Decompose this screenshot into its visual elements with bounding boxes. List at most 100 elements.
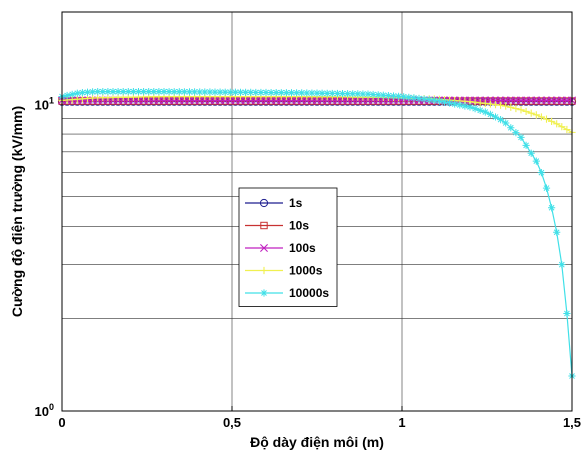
data-point bbox=[191, 88, 199, 96]
data-point bbox=[68, 90, 76, 98]
legend-item: 10000s bbox=[245, 286, 329, 300]
y-tick-label: 101 bbox=[35, 95, 54, 112]
data-point bbox=[333, 89, 341, 98]
data-point bbox=[466, 103, 474, 111]
x-tick-label: 0,5 bbox=[223, 415, 241, 430]
data-point bbox=[486, 110, 494, 118]
data-point bbox=[389, 92, 398, 100]
ticks: 0 0,5 1 1,5 100 101 bbox=[35, 95, 582, 430]
data-point bbox=[374, 91, 382, 99]
data-point bbox=[537, 169, 545, 177]
data-point bbox=[522, 97, 530, 105]
data-point bbox=[140, 88, 148, 96]
series-10000s bbox=[58, 88, 576, 380]
data-point bbox=[89, 88, 97, 96]
data-point bbox=[553, 228, 561, 236]
data-point bbox=[369, 90, 377, 99]
data-point bbox=[558, 123, 566, 131]
data-point bbox=[497, 101, 505, 109]
legend-label: 10000s bbox=[289, 286, 329, 300]
x-tick-label: 1 bbox=[398, 415, 405, 430]
data-point bbox=[476, 106, 484, 114]
data-point bbox=[558, 261, 566, 269]
data-point bbox=[481, 99, 489, 108]
data-point bbox=[527, 149, 535, 157]
data-point bbox=[216, 88, 224, 96]
plot-frame bbox=[61, 11, 573, 412]
data-point bbox=[231, 88, 239, 96]
data-point bbox=[497, 115, 505, 124]
legend-item: 100s bbox=[245, 241, 316, 255]
data-point bbox=[252, 88, 260, 97]
data-point bbox=[517, 97, 525, 105]
x-axis-label: Độ dày điện môi (m) bbox=[250, 434, 384, 450]
data-point bbox=[298, 89, 306, 97]
data-point bbox=[512, 97, 520, 105]
data-point bbox=[395, 92, 403, 100]
data-point bbox=[532, 97, 540, 105]
x-tick-label: 0 bbox=[58, 415, 65, 430]
data-point bbox=[537, 113, 545, 121]
data-point bbox=[502, 119, 510, 127]
legend-item: 1000s bbox=[245, 264, 323, 278]
data-point bbox=[134, 88, 143, 96]
data-point bbox=[165, 88, 173, 96]
data-point bbox=[558, 97, 566, 105]
data-point bbox=[471, 98, 479, 106]
data-point bbox=[512, 128, 520, 137]
data-point bbox=[180, 88, 188, 96]
data-point bbox=[512, 104, 520, 113]
data-point bbox=[221, 88, 229, 96]
data-point bbox=[517, 133, 525, 142]
data-point bbox=[155, 88, 163, 96]
data-point bbox=[104, 88, 112, 96]
legend-item: 1s bbox=[245, 196, 303, 210]
data-point bbox=[247, 88, 255, 96]
data-point bbox=[282, 89, 290, 97]
data-point bbox=[262, 88, 270, 97]
data-point bbox=[405, 93, 413, 101]
data-point bbox=[522, 107, 530, 116]
data-point bbox=[114, 88, 122, 96]
data-point bbox=[354, 90, 362, 98]
data-point bbox=[548, 204, 556, 212]
legend-marker bbox=[260, 244, 268, 252]
data-point bbox=[471, 105, 479, 113]
data-point bbox=[420, 95, 428, 103]
data-point bbox=[63, 91, 71, 100]
data-point bbox=[486, 100, 494, 108]
data-point bbox=[242, 88, 250, 96]
data-point bbox=[170, 88, 178, 96]
y-tick-label: 100 bbox=[35, 402, 54, 419]
data-point bbox=[553, 120, 561, 128]
data-point bbox=[277, 89, 285, 97]
data-point bbox=[94, 88, 102, 96]
data-point bbox=[527, 97, 535, 105]
data-point bbox=[308, 89, 316, 97]
legend-box bbox=[238, 187, 338, 307]
legend-label: 1000s bbox=[289, 264, 323, 278]
data-point bbox=[542, 115, 551, 123]
series-layer bbox=[57, 88, 577, 380]
data-point bbox=[73, 89, 81, 97]
data-point bbox=[196, 88, 204, 96]
data-point bbox=[542, 97, 551, 105]
legend-label: 10s bbox=[289, 219, 309, 233]
data-point bbox=[349, 90, 357, 98]
legend-marker bbox=[260, 289, 268, 297]
data-point bbox=[379, 91, 387, 99]
data-point bbox=[226, 88, 234, 96]
data-point bbox=[160, 88, 168, 96]
data-point bbox=[415, 94, 423, 103]
data-point bbox=[364, 90, 372, 98]
data-point bbox=[563, 97, 571, 105]
legend-marker bbox=[260, 221, 268, 230]
data-point bbox=[257, 88, 265, 97]
data-point bbox=[476, 99, 484, 107]
data-point bbox=[461, 102, 469, 110]
data-point bbox=[201, 88, 209, 96]
data-point bbox=[313, 89, 321, 97]
data-point bbox=[522, 141, 530, 149]
data-point bbox=[206, 88, 214, 96]
